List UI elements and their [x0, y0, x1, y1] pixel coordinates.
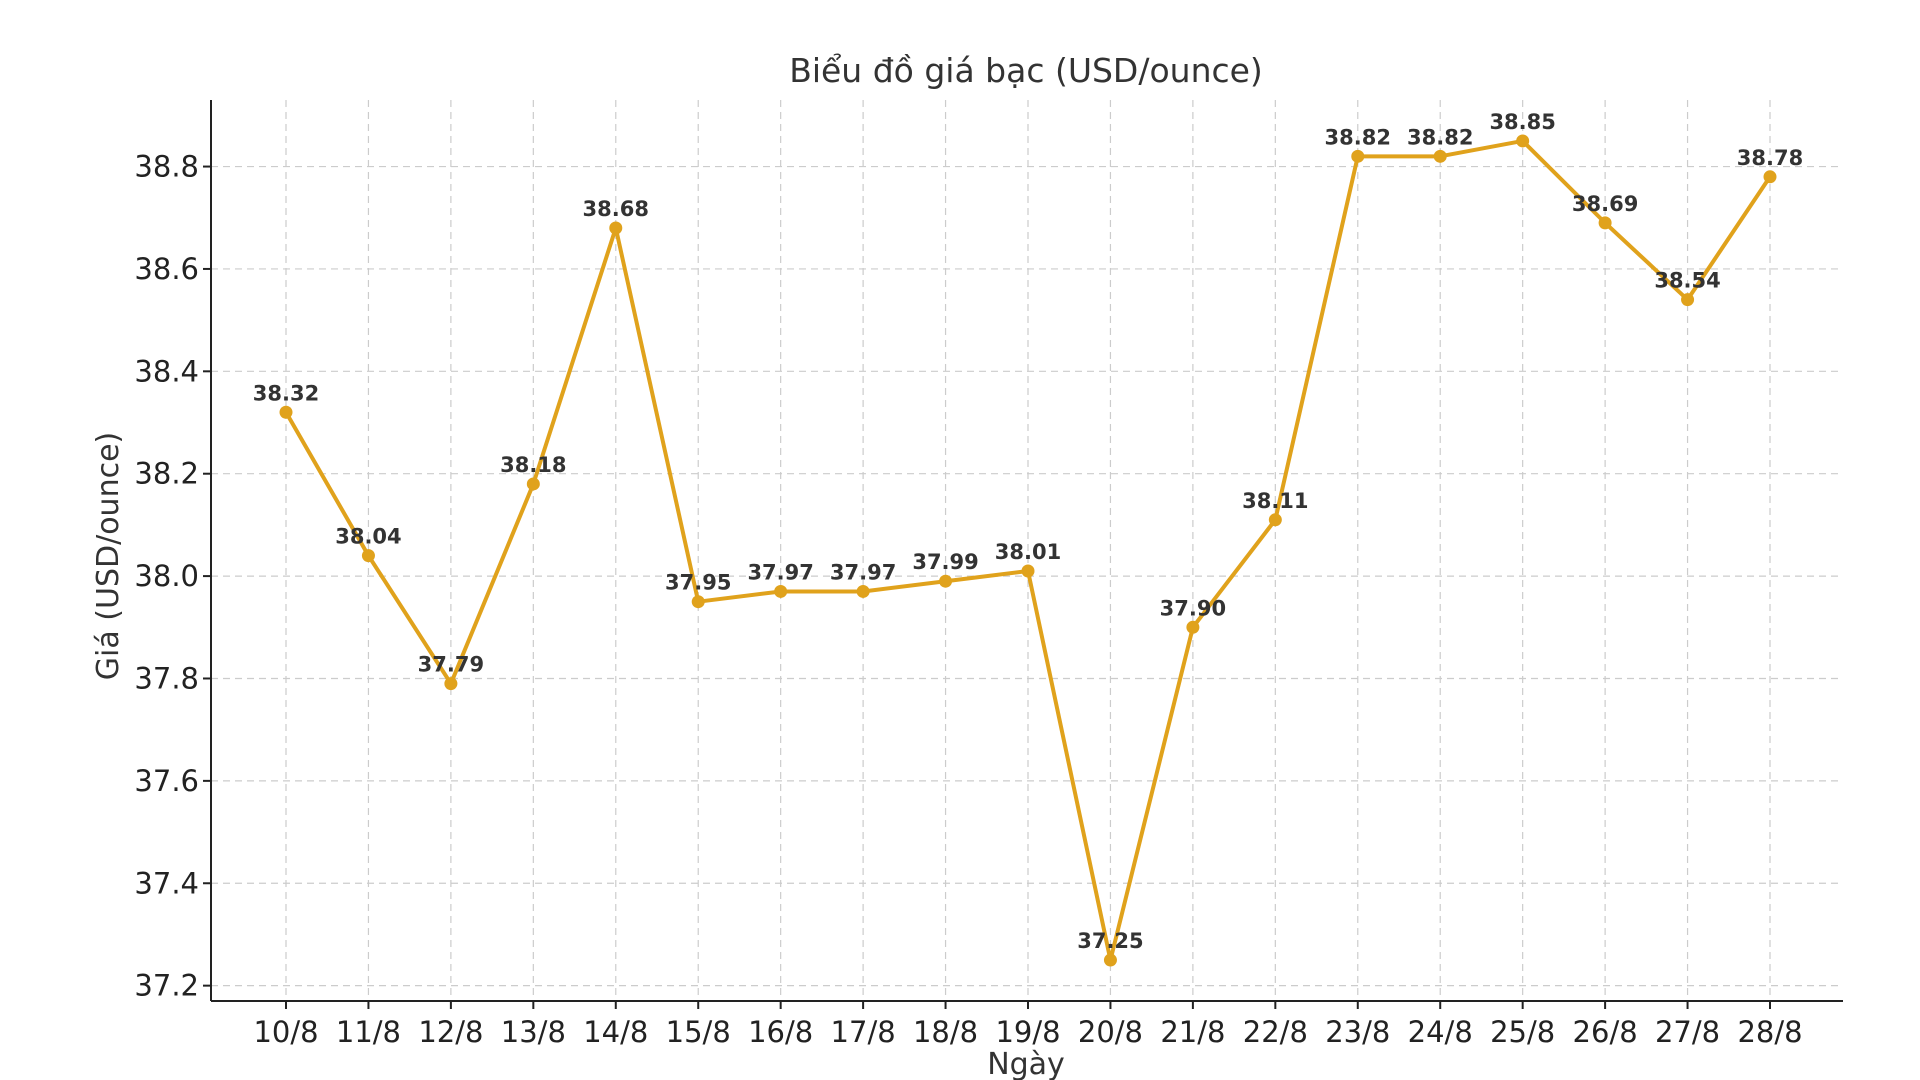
- x-tick-label: 20/8: [1078, 1015, 1143, 1049]
- y-tick-label: 37.2: [134, 969, 199, 1003]
- x-tick-label: 25/8: [1490, 1015, 1555, 1049]
- data-label: 38.18: [500, 453, 566, 477]
- x-tick-label: 22/8: [1243, 1015, 1308, 1049]
- x-tick-label: 21/8: [1160, 1015, 1225, 1049]
- data-label: 38.54: [1654, 269, 1720, 293]
- y-tick-label: 38.8: [134, 150, 199, 184]
- y-tick-label: 37.6: [134, 764, 199, 798]
- x-tick-label: 17/8: [831, 1015, 896, 1049]
- x-tick-label: 13/8: [501, 1015, 566, 1049]
- data-point: [1516, 134, 1530, 148]
- data-point: [526, 477, 540, 491]
- x-axis-label: Ngày: [987, 1047, 1065, 1080]
- x-tick-label: 19/8: [995, 1015, 1060, 1049]
- data-point: [609, 221, 623, 235]
- y-tick-label: 38.0: [134, 559, 199, 593]
- chart-title: Biểu đồ giá bạc (USD/ounce): [789, 51, 1263, 90]
- data-label: 38.01: [995, 540, 1061, 564]
- data-series: [279, 134, 1777, 967]
- data-point: [1021, 564, 1035, 578]
- data-label: 38.78: [1737, 146, 1803, 170]
- data-label: 37.97: [830, 560, 896, 584]
- x-tick-label: 18/8: [913, 1015, 978, 1049]
- tick-labels: 10/8 11/8 12/8 13/8 14/8 15/8 16/8 17/8 18/8 19/8…: [134, 150, 1802, 1049]
- x-tick-label: 16/8: [748, 1015, 813, 1049]
- data-label: 37.25: [1077, 929, 1143, 953]
- data-point: [1433, 149, 1447, 163]
- data-point: [1351, 149, 1365, 163]
- data-label: 38.68: [583, 197, 649, 221]
- data-label: 37.79: [418, 653, 484, 677]
- y-tick-label: 37.4: [134, 866, 199, 900]
- data-point: [939, 574, 953, 588]
- x-tick-label: 10/8: [253, 1015, 318, 1049]
- data-label: 38.32: [253, 381, 319, 405]
- data-labels: 38.32 38.04 37.79 38.18 38.68 37.95 37.97 37.97…: [253, 110, 1803, 953]
- x-tick-label: 14/8: [583, 1015, 648, 1049]
- data-label: 38.11: [1242, 489, 1308, 513]
- x-tick-label: 23/8: [1325, 1015, 1390, 1049]
- y-tick-label: 38.4: [134, 354, 199, 388]
- data-point: [856, 584, 870, 598]
- data-label: 38.85: [1489, 110, 1555, 134]
- data-point: [1268, 513, 1282, 527]
- y-axis-label: Giá (USD/ounce): [91, 432, 126, 680]
- data-label: 37.99: [912, 550, 978, 574]
- x-tick-label: 15/8: [666, 1015, 731, 1049]
- data-label: 38.82: [1407, 125, 1473, 149]
- data-point: [774, 584, 788, 598]
- x-tick-label: 11/8: [336, 1015, 401, 1049]
- data-point: [1103, 953, 1117, 967]
- data-point: [279, 405, 293, 419]
- data-point: [444, 677, 458, 691]
- data-point: [1681, 293, 1695, 307]
- data-label: 37.95: [665, 571, 731, 595]
- data-point: [691, 595, 705, 609]
- x-tick-label: 27/8: [1655, 1015, 1720, 1049]
- x-tick-label: 26/8: [1573, 1015, 1638, 1049]
- x-tick-label: 24/8: [1408, 1015, 1473, 1049]
- data-point: [1598, 216, 1612, 230]
- data-point: [1186, 620, 1200, 634]
- y-tick-label: 37.8: [134, 661, 199, 695]
- data-label: 38.04: [335, 525, 401, 549]
- data-point: [361, 549, 375, 563]
- data-label: 37.90: [1160, 596, 1226, 620]
- data-label: 38.82: [1325, 125, 1391, 149]
- y-tick-label: 38.6: [134, 252, 199, 286]
- data-label: 38.69: [1572, 192, 1638, 216]
- y-tick-label: 38.2: [134, 457, 199, 491]
- data-point: [1763, 170, 1777, 184]
- data-label: 37.97: [747, 560, 813, 584]
- x-tick-label: 12/8: [418, 1015, 483, 1049]
- x-tick-label: 28/8: [1737, 1015, 1802, 1049]
